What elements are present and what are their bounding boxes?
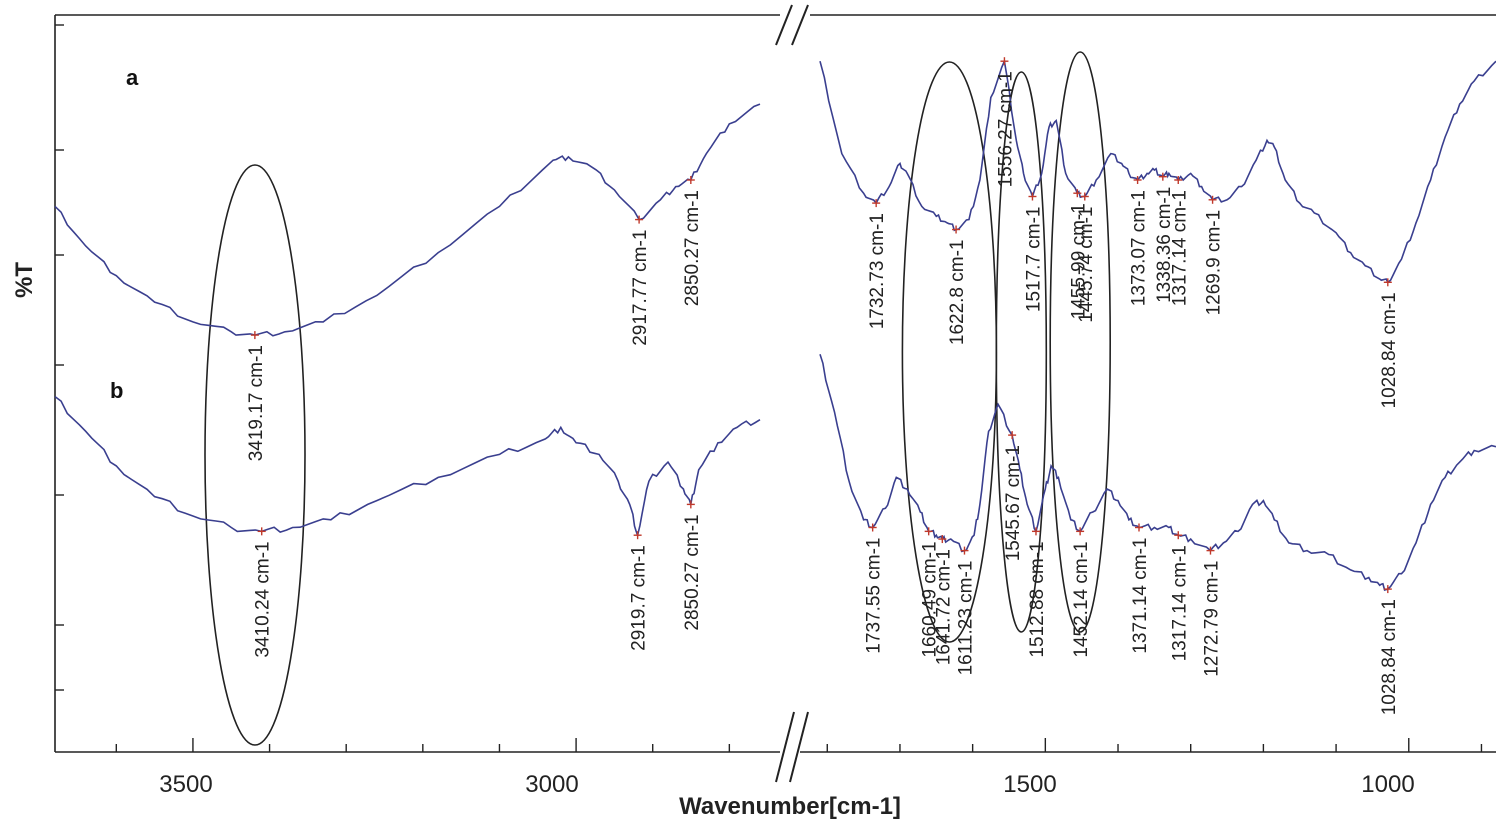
peak-label: 1338.36 cm-1 [1154, 187, 1175, 303]
peak-label: 2917.77 cm-1 [630, 230, 651, 346]
peak-label: 1611.23 cm-1 [956, 561, 977, 676]
peak-label: 1371.14 cm-1 [1130, 538, 1151, 654]
x-tick-label: 1000 [1361, 771, 1414, 798]
x-tick-label: 1500 [1003, 771, 1056, 798]
peak-label: 1028.84 cm-1 [1379, 599, 1400, 715]
x-tick-label: 3000 [525, 771, 578, 798]
peak-label: 1269.9 cm-1 [1204, 210, 1225, 316]
x-tick-label: 3500 [159, 771, 212, 798]
y-axis-title: %T [11, 262, 38, 298]
axis-break-mark [775, 711, 795, 783]
series-a-label: a [126, 65, 139, 90]
peak-label: 1556.27 cm-1 [995, 71, 1016, 187]
peak-label: 1737.55 cm-1 [864, 538, 885, 654]
peak-label: 2919.7 cm-1 [629, 545, 650, 651]
peak-label: 1660.49 cm-1 [920, 541, 941, 657]
axis-break-mark [775, 4, 793, 46]
peak-label: 1373.07 cm-1 [1129, 190, 1150, 306]
axis-break-mark [791, 4, 809, 46]
peak-label: 2850.27 cm-1 [682, 190, 703, 306]
peak-label: 1512.88 cm-1 [1027, 541, 1048, 657]
peak-label: 1455.99 cm-1 [1068, 203, 1089, 319]
peak-label: 1317.14 cm-1 [1169, 545, 1190, 661]
peak-label: 1272.79 cm-1 [1202, 561, 1223, 677]
peak-label: 1641.72 cm-1 [933, 549, 954, 665]
highlight-ellipse [1049, 51, 1111, 633]
series-a-high-line [54, 103, 761, 337]
x-axis-title: Wavenumber[cm-1] [679, 793, 901, 820]
peak-label: 1545.67 cm-1 [1003, 445, 1024, 561]
series-b-high-line [54, 395, 761, 538]
peak-label: 1732.73 cm-1 [867, 213, 888, 329]
highlight-ellipse [995, 71, 1048, 633]
peak-label: 2850.27 cm-1 [682, 514, 703, 630]
series-b-label: b [110, 378, 123, 403]
peak-label: 1452.14 cm-1 [1071, 541, 1092, 657]
peak-label: 1028.84 cm-1 [1379, 292, 1400, 408]
peak-label: 1445.74 cm-1 [1076, 207, 1097, 323]
highlight-ellipse [204, 164, 306, 746]
peak-label: 1622.8 cm-1 [947, 240, 968, 346]
peak-label: 1517.7 cm-1 [1024, 207, 1045, 313]
peak-label: 3419.17 cm-1 [246, 345, 267, 461]
axis-break-mark [789, 711, 809, 783]
peak-label: 3410.24 cm-1 [253, 541, 274, 657]
peak-label: 1317.14 cm-1 [1169, 190, 1190, 306]
